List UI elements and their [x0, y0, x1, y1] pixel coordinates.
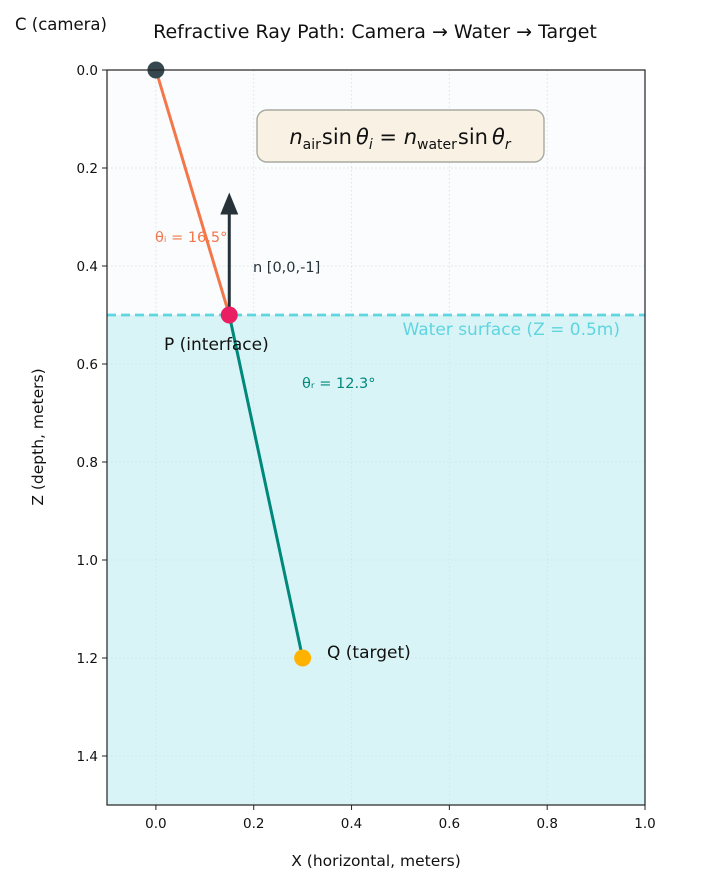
x-tick-label: 1.0: [634, 816, 655, 832]
refracted-ray: [227, 313, 305, 660]
water-surface-label: Water surface (Z = 0.5m): [403, 320, 620, 340]
y-axis-title: Z (depth, meters): [29, 368, 47, 505]
y-tick-label: 0.4: [77, 259, 98, 275]
y-tick-label: 0.8: [77, 455, 98, 471]
equation-text: nairsin θi = nwatersin θr: [289, 125, 512, 153]
point-interface: [220, 306, 238, 324]
point-label-interface: P (interface): [164, 335, 269, 355]
normal-label: n [0,0,-1]: [253, 260, 320, 276]
point-target: [294, 649, 312, 667]
y-tick-label: 0.0: [77, 63, 98, 79]
plot-frame: [106, 69, 646, 806]
air-region: [107, 70, 645, 315]
equation-box: [256, 109, 545, 163]
snell-equation-box: nairsin θi = nwatersin θr: [256, 109, 545, 163]
incident-angle-label: θᵢ = 16.5°: [155, 230, 227, 246]
chart-marks: [107, 61, 645, 667]
incident-ray: [154, 68, 231, 317]
chart-title: Refractive Ray Path: Camera → Water → Ta…: [153, 21, 597, 43]
y-tick-label: 0.2: [77, 161, 98, 177]
axes-frame: [106, 69, 646, 806]
x-tick-label: 0.2: [243, 816, 264, 832]
y-tick-label: 0.6: [77, 357, 98, 373]
point-label-camera: C (camera): [15, 15, 107, 34]
x-axis-title: X (horizontal, meters): [291, 852, 461, 870]
refracted-angle-label: θᵣ = 12.3°: [302, 376, 376, 392]
x-tick-label: 0.8: [536, 816, 557, 832]
axis-ticks: 0.0 0.2 0.4 0.6 0.8 1.0 0.0 0.2 0.4 0.6 0.8 1.0 1.2 1…: [77, 63, 656, 832]
y-tick-label: 1.4: [77, 749, 98, 765]
x-tick-label: 0.4: [341, 816, 362, 832]
y-tick-label: 1.0: [77, 553, 98, 569]
point-label-target: Q (target): [327, 643, 411, 663]
y-tick-label: 1.2: [77, 651, 98, 667]
normal-arrow-head: [220, 192, 239, 215]
x-tick-label: 0.6: [439, 816, 460, 832]
x-tick-label: 0.0: [145, 816, 166, 832]
